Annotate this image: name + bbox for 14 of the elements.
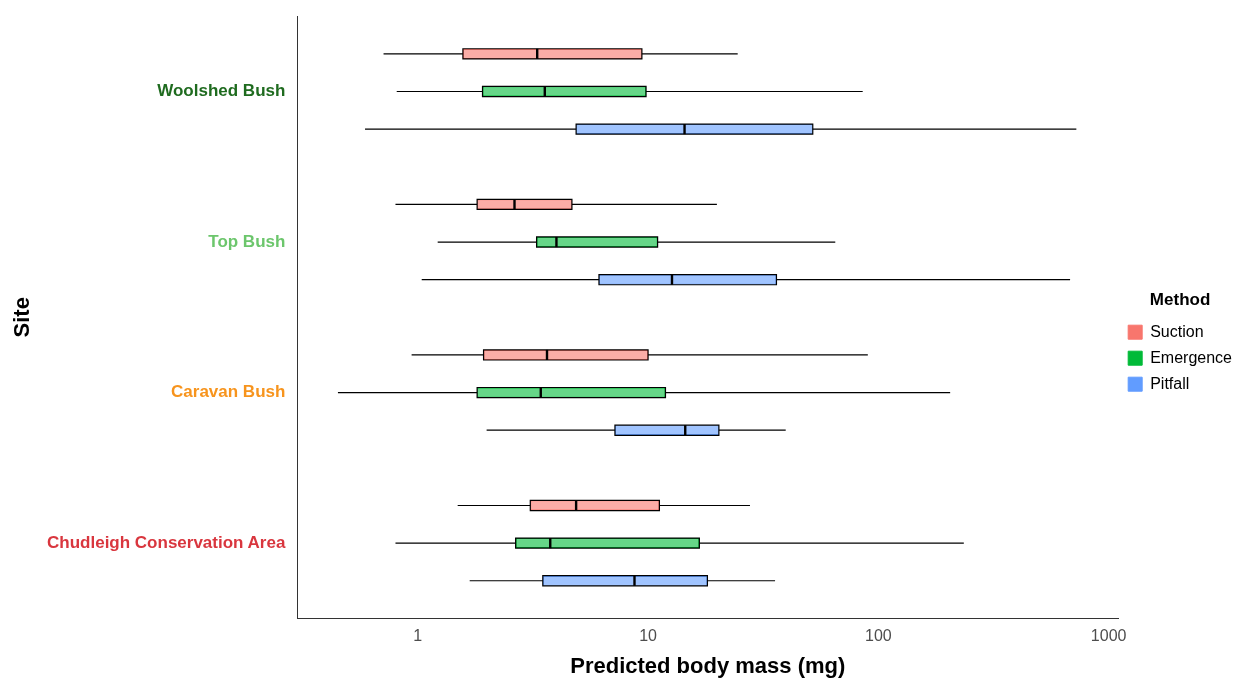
x-tick-label: 100 <box>865 627 892 645</box>
y-tick-label: Chudleigh Conservation Area <box>47 532 286 552</box>
x-tick-label: 1000 <box>1090 627 1127 645</box>
y-tick-label: Caravan Bush <box>171 382 286 402</box>
legend-label: Suction <box>1150 322 1204 340</box>
legend-label: Pitfall <box>1150 374 1190 392</box>
y-axis-title: Site <box>9 297 35 338</box>
x-tick-label: 10 <box>639 627 658 645</box>
y-tick-label: Top Bush <box>208 231 286 251</box>
x-axis-title: Predicted body mass (mg) <box>570 652 846 678</box>
legend-title: Method <box>1149 289 1211 309</box>
x-tick-label: 1 <box>413 627 423 645</box>
y-tick-label: Woolshed Bush <box>157 81 286 101</box>
legend-label: Emergence <box>1150 348 1233 366</box>
